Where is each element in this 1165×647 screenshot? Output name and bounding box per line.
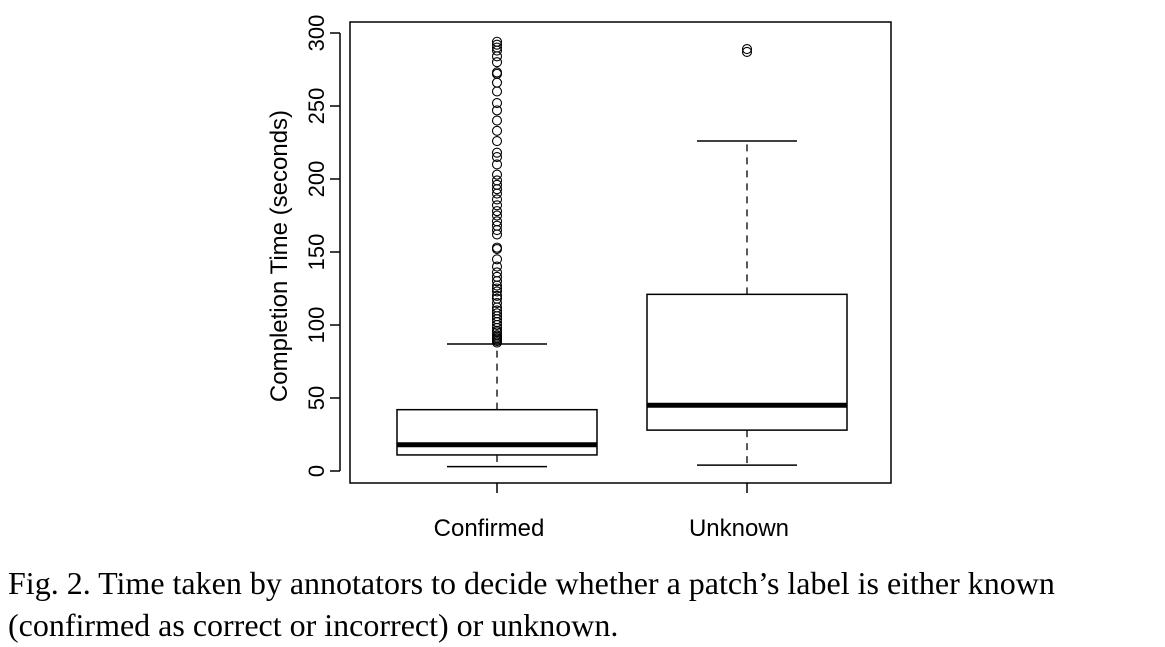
outlier-point	[491, 242, 503, 253]
box-group-unknown	[646, 44, 848, 466]
y-tick-label: 100	[304, 307, 329, 344]
outlier-point	[491, 298, 503, 309]
box-plot: 0 50 100 150 200 250 300 Confirmed Unknown Compl…	[266, 15, 892, 542]
outlier-point	[491, 86, 503, 97]
outlier-point	[491, 105, 503, 116]
y-tick-label: 150	[304, 234, 329, 271]
outlier-point	[491, 261, 503, 272]
outlier-point	[491, 159, 503, 170]
y-axis: 0 50 100 150 200 250 300 Confirmed Unknown	[304, 15, 892, 542]
outlier-point	[491, 271, 503, 282]
outlier-point	[491, 115, 503, 126]
outlier-point	[491, 200, 503, 211]
outlier-point	[491, 179, 503, 190]
outlier-point	[491, 216, 503, 227]
outlier-point	[491, 169, 503, 180]
outlier-point	[491, 283, 503, 294]
x-tick-label: Confirmed	[434, 515, 545, 542]
outlier-point	[491, 210, 503, 221]
outlier-point	[491, 254, 503, 265]
outlier-point	[491, 206, 503, 217]
x-tick-label: Unknown	[689, 515, 789, 542]
outlier-point	[491, 290, 503, 301]
outlier-point	[491, 330, 503, 341]
outlier-point	[491, 98, 503, 109]
outlier-point	[491, 57, 503, 68]
y-axis-label: Completion Time (seconds)	[266, 110, 293, 402]
outlier-point	[491, 77, 503, 88]
outlier-point	[491, 194, 503, 205]
figure-caption: Fig. 2. Time taken by annotators to deci…	[8, 565, 1055, 643]
outlier-point	[491, 220, 503, 231]
outlier-point	[491, 308, 503, 319]
outlier-point	[741, 44, 753, 55]
outlier-point	[491, 175, 503, 186]
outlier-point	[491, 293, 503, 304]
iqr-box	[646, 293, 848, 431]
outlier-point	[491, 135, 503, 147]
outlier-point	[491, 267, 503, 278]
outlier-point	[491, 36, 503, 47]
outlier-point	[491, 39, 503, 50]
plot-frame	[349, 21, 892, 484]
outlier-point	[491, 152, 503, 163]
outlier-point	[491, 42, 503, 53]
y-tick-label: 300	[304, 15, 329, 52]
iqr-box	[396, 408, 598, 456]
box-group-confirmed	[396, 36, 598, 468]
y-tick-label: 0	[304, 465, 329, 477]
y-tick-label: 50	[304, 386, 329, 410]
outlier-point	[741, 46, 753, 58]
box-layer	[396, 36, 848, 468]
outlier-point	[491, 305, 503, 316]
outlier-point	[491, 67, 503, 78]
outlier-point	[491, 286, 503, 297]
outlier-point	[491, 147, 503, 158]
outlier-point	[491, 125, 503, 136]
y-tick-label: 250	[304, 88, 329, 125]
y-tick-label: 200	[304, 161, 329, 198]
